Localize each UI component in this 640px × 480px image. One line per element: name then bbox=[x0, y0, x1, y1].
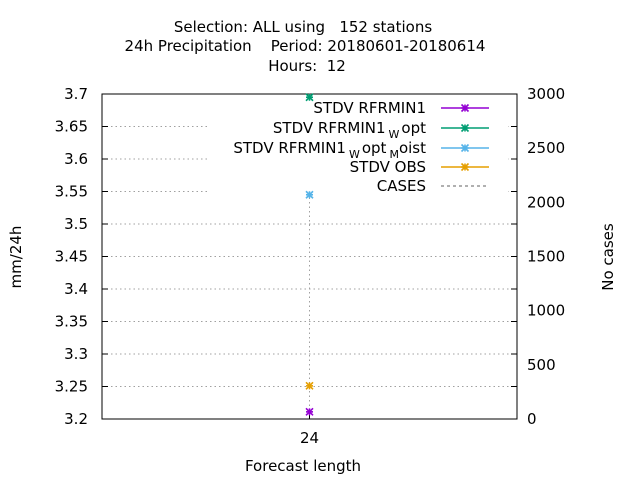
y-tick-label: 3.55 bbox=[55, 183, 88, 201]
data-point-obs bbox=[305, 381, 314, 390]
y-axis-label: mm/24h bbox=[7, 226, 25, 289]
data-point-rfrmin1_wopt bbox=[305, 93, 314, 102]
chart-title: Selection: ALL using 152 stations 24h Pr… bbox=[125, 18, 486, 75]
y-tick-label: 3.5 bbox=[64, 215, 88, 233]
y-tick-label: 3.3 bbox=[64, 345, 88, 363]
ticks: 3.2 3.25 3.3 3.35 3.4 3.45 3.5 3.55 3.6 3.65 3.7 0 5… bbox=[55, 85, 566, 447]
data-point-rfrmin1 bbox=[305, 407, 314, 416]
y2-axis-label: No cases bbox=[599, 223, 617, 291]
y-tick-label: 3.65 bbox=[55, 118, 88, 136]
legend-label-obs: STDV OBS bbox=[350, 158, 426, 176]
legend-label-cases: CASES bbox=[377, 177, 426, 195]
y-tick-label: 3.4 bbox=[64, 280, 88, 298]
y2-tick-label: 500 bbox=[527, 356, 556, 374]
y-tick-label: 3.6 bbox=[64, 150, 88, 168]
y-tick-label: 3.2 bbox=[64, 410, 88, 428]
y2-tick-label: 2000 bbox=[527, 193, 565, 211]
series bbox=[305, 93, 314, 416]
legend-box bbox=[208, 96, 508, 196]
y-tick-label: 3.25 bbox=[55, 378, 88, 396]
y-tick-label: 3.45 bbox=[55, 248, 88, 266]
title-line-1: Selection: ALL using 152 stations bbox=[174, 18, 433, 36]
legend-background bbox=[208, 96, 508, 196]
title-line-2: 24h Precipitation Period: 20180601-20180… bbox=[125, 37, 486, 55]
title-line-3: Hours: 12 bbox=[268, 57, 346, 75]
data-point-rfrmin1_wopt_moist bbox=[305, 190, 314, 199]
legend-marker-rfrmin1 bbox=[460, 103, 470, 113]
y2-tick-label: 0 bbox=[527, 410, 537, 428]
legend-marker-rfrmin1_wopt_moist bbox=[460, 143, 470, 153]
y2-tick-label: 2500 bbox=[527, 139, 565, 157]
y-tick-label: 3.7 bbox=[64, 85, 88, 103]
legend-label-rfrmin1: STDV RFRMIN1 bbox=[313, 99, 426, 117]
y2-tick-label: 1000 bbox=[527, 302, 565, 320]
legend-marker-obs bbox=[460, 162, 470, 172]
y2-tick-label: 3000 bbox=[527, 85, 565, 103]
y-tick-label: 3.35 bbox=[55, 313, 88, 331]
x-tick-label: 24 bbox=[300, 429, 319, 447]
legend-marker-rfrmin1_wopt bbox=[460, 123, 470, 133]
y2-tick-label: 1500 bbox=[527, 248, 565, 266]
x-axis-label: Forecast length bbox=[245, 457, 361, 475]
